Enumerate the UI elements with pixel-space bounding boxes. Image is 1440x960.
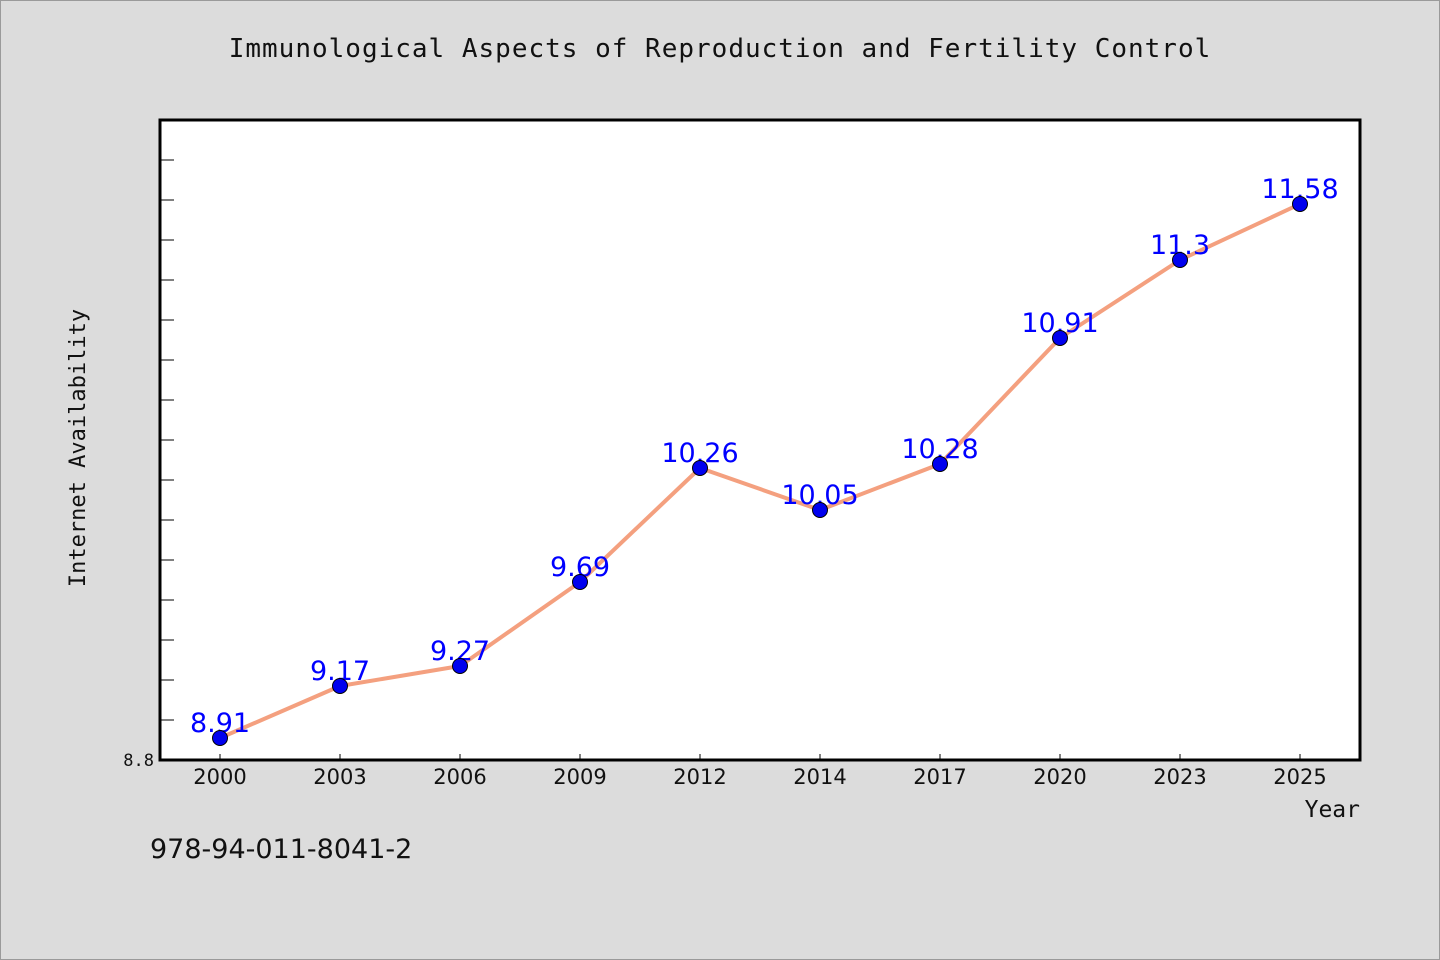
- plot-frame: [158, 118, 1362, 762]
- data-point: [1052, 330, 1068, 346]
- data-point: [1172, 252, 1188, 268]
- x-tick-label: 2025: [1273, 765, 1326, 789]
- data-point: [212, 730, 228, 746]
- y-axis-label: Internet Availability: [66, 309, 91, 587]
- x-tick-label: 2003: [313, 765, 366, 789]
- isbn-text: 978-94-011-8041-2: [150, 834, 413, 865]
- series-line: [218, 202, 1302, 740]
- x-tick-label: 2020: [1033, 765, 1086, 789]
- x-tick-label: 2009: [553, 765, 606, 789]
- data-point: [572, 574, 588, 590]
- x-tick-label: 2017: [913, 765, 966, 789]
- data-point: [1292, 196, 1308, 212]
- plot-area: [160, 120, 1360, 760]
- x-tick-label: 2000: [193, 765, 246, 789]
- x-tick-label: 2023: [1153, 765, 1206, 789]
- y-tick-label: 8.8: [123, 751, 154, 771]
- x-tick-label: 2014: [793, 765, 846, 789]
- x-tick-label: 2012: [673, 765, 726, 789]
- data-point: [932, 456, 948, 472]
- x-tick-label: 2006: [433, 765, 486, 789]
- data-point: [812, 502, 828, 518]
- data-point: [332, 678, 348, 694]
- data-point: [452, 658, 468, 674]
- x-axis-label: Year: [1305, 797, 1360, 823]
- chart-title: Immunological Aspects of Reproduction an…: [228, 34, 1212, 64]
- data-point: [692, 460, 708, 476]
